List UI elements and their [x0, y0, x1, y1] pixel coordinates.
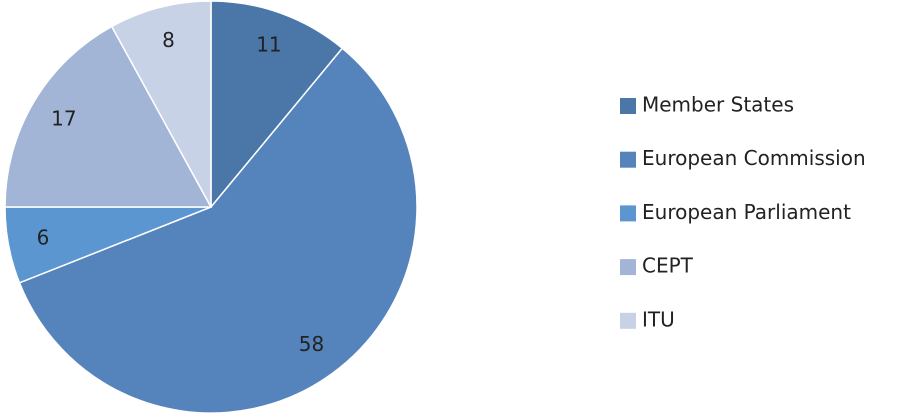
legend-label: European Commission	[642, 146, 866, 170]
legend-label: ITU	[642, 307, 675, 331]
legend-label: Member States	[642, 93, 794, 117]
data-label: 8	[162, 28, 175, 52]
data-label: 6	[37, 226, 50, 250]
legend-label: CEPT	[642, 254, 694, 278]
pie-slice	[110, 0, 212, 208]
pie-slice	[210, 0, 344, 210]
legend-label: European Parliament	[642, 200, 851, 224]
legend-swatch	[620, 205, 636, 222]
legend-swatch	[620, 312, 636, 329]
data-label: 17	[51, 106, 76, 130]
pie-slice	[18, 47, 418, 414]
data-label: 11	[256, 33, 281, 57]
data-label: 58	[299, 332, 324, 356]
pie-slice	[4, 25, 213, 208]
legend-swatch	[620, 151, 636, 168]
legend-swatch	[620, 98, 636, 114]
legend-swatch	[620, 259, 636, 276]
